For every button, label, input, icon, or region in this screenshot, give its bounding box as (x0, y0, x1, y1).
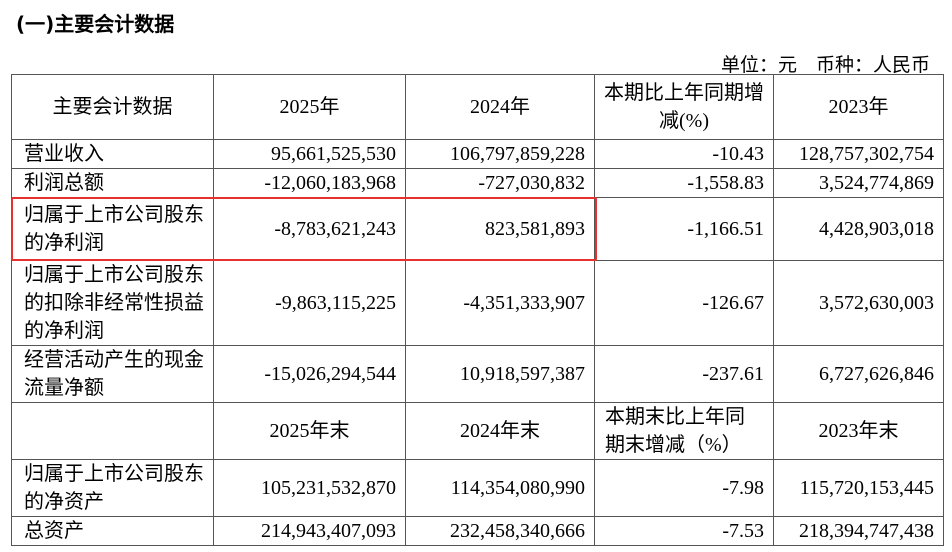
value-cell: 218,394,747,438 (773, 516, 944, 546)
value-cell: 823,581,893 (405, 197, 595, 261)
row-label: 归属于上市公司股东的扣除非经常性损益的净利润 (11, 260, 214, 346)
table-row: 经营活动产生的现金流量净额 -15,026,294,544 10,918,597… (11, 345, 944, 403)
header-cell: 2024年末 (405, 402, 595, 460)
table-row: 归属于上市公司股东的净资产 105,231,532,870 114,354,08… (11, 459, 944, 517)
table-row: 归属于上市公司股东的扣除非经常性损益的净利润 -9,863,115,225 -4… (11, 260, 944, 346)
value-cell: -126.67 (594, 260, 774, 346)
value-cell: 105,231,532,870 (213, 459, 406, 517)
header-cell: 2025年 (213, 74, 406, 140)
value-cell: 3,524,774,869 (773, 168, 944, 198)
value-cell: -10.43 (594, 139, 774, 169)
table-row-highlighted: 归属于上市公司股东的净利润 -8,783,621,243 823,581,893… (11, 197, 944, 261)
header-cell: 本期比上年同期增减(%) (594, 74, 774, 140)
value-cell: 95,661,525,530 (213, 139, 406, 169)
value-cell: 4,428,903,018 (773, 197, 944, 261)
accounting-data-table: 主要会计数据 2025年 2024年 本期比上年同期增减(%) 2023年 营业… (11, 74, 944, 546)
value-cell: 214,943,407,093 (213, 516, 406, 546)
value-cell: -9,863,115,225 (213, 260, 406, 346)
row-label: 总资产 (11, 516, 214, 546)
value-cell: 115,720,153,445 (773, 459, 944, 517)
table-subheader-row: 2025年末 2024年末 本期末比上年同期末增减（%） 2023年末 (11, 402, 944, 460)
unit-note: 单位：元 币种：人民币 (720, 55, 930, 76)
value-cell: 128,757,302,754 (773, 139, 944, 169)
value-cell: -1,166.51 (594, 197, 774, 261)
value-cell: 10,918,597,387 (405, 345, 595, 403)
value-cell: 114,354,080,990 (405, 459, 595, 517)
header-cell: 2023年末 (773, 402, 944, 460)
header-cell (11, 402, 214, 460)
value-cell: 3,572,630,003 (773, 260, 944, 346)
table-row: 营业收入 95,661,525,530 106,797,859,228 -10.… (11, 139, 944, 169)
row-label: 归属于上市公司股东的净利润 (11, 197, 214, 261)
value-cell: -1,558.83 (594, 168, 774, 198)
header-cell: 2024年 (405, 74, 595, 140)
header-cell: 2023年 (773, 74, 944, 140)
value-cell: -8,783,621,243 (213, 197, 406, 261)
table-row: 利润总额 -12,060,183,968 -727,030,832 -1,558… (11, 168, 944, 198)
value-cell: -727,030,832 (405, 168, 595, 198)
section-title: (一)主要会计数据 (16, 12, 175, 36)
row-label: 营业收入 (11, 139, 214, 169)
value-cell: -7.98 (594, 459, 774, 517)
value-cell: -237.61 (594, 345, 774, 403)
table-row: 总资产 214,943,407,093 232,458,340,666 -7.5… (11, 516, 944, 546)
header-cell: 2025年末 (213, 402, 406, 460)
value-cell: 232,458,340,666 (405, 516, 595, 546)
value-cell: 6,727,626,846 (773, 345, 944, 403)
header-cell: 本期末比上年同期末增减（%） (594, 402, 774, 460)
value-cell: 106,797,859,228 (405, 139, 595, 169)
value-cell: -15,026,294,544 (213, 345, 406, 403)
value-cell: -7.53 (594, 516, 774, 546)
row-label: 归属于上市公司股东的净资产 (11, 459, 214, 517)
header-cell: 主要会计数据 (11, 74, 214, 140)
row-label: 利润总额 (11, 168, 214, 198)
value-cell: -4,351,333,907 (405, 260, 595, 346)
value-cell: -12,060,183,968 (213, 168, 406, 198)
row-label: 经营活动产生的现金流量净额 (11, 345, 214, 403)
table-header-row: 主要会计数据 2025年 2024年 本期比上年同期增减(%) 2023年 (11, 74, 944, 140)
